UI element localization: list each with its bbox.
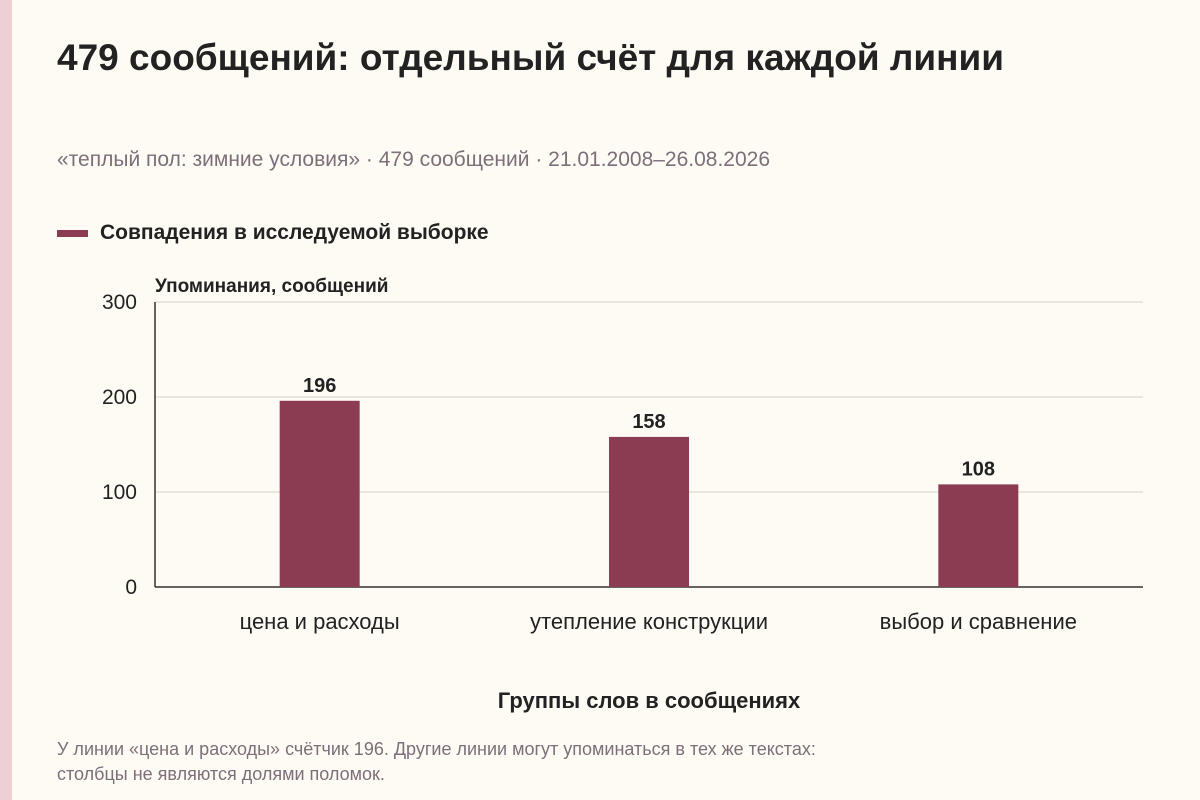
bar <box>938 484 1019 587</box>
x-tick-label: цена и расходы <box>240 609 400 634</box>
chart-title: 479 сообщений: отдельный счёт для каждой… <box>57 37 1004 78</box>
footnote-line-1: У линии «цена и расходы» счётчик 196. Др… <box>57 739 816 759</box>
bar-value-label: 196 <box>303 375 336 397</box>
accent-strip <box>0 0 12 800</box>
footnote-line-2: столбцы не являются долями поломок. <box>57 764 385 784</box>
y-tick-label: 0 <box>125 576 137 599</box>
bar <box>609 436 689 587</box>
chart-subtitle: «теплый пол: зимние условия» · 479 сообщ… <box>57 148 771 171</box>
y-axis-title: Упоминания, сообщений <box>155 276 388 297</box>
y-tick-label: 300 <box>102 291 137 314</box>
x-axis-title: Группы слов в сообщениях <box>498 688 801 713</box>
legend-label: Совпадения в исследуемой выборке <box>100 221 489 244</box>
x-tick-label: утепление конструкции <box>530 609 768 634</box>
bar-chart: Упоминания, сообщений Группы слов в сооб… <box>102 276 1143 713</box>
bar-value-label: 158 <box>632 411 665 433</box>
legend-swatch <box>57 229 88 237</box>
legend: Совпадения в исследуемой выборке <box>57 218 489 248</box>
y-tick-label: 200 <box>102 386 137 409</box>
footnote: У линии «цена и расходы» счётчик 196. Др… <box>57 737 1157 787</box>
bar <box>279 400 360 587</box>
x-tick-label: выбор и сравнение <box>880 609 1077 634</box>
bar-value-label: 108 <box>962 458 995 480</box>
y-tick-label: 100 <box>102 481 137 504</box>
